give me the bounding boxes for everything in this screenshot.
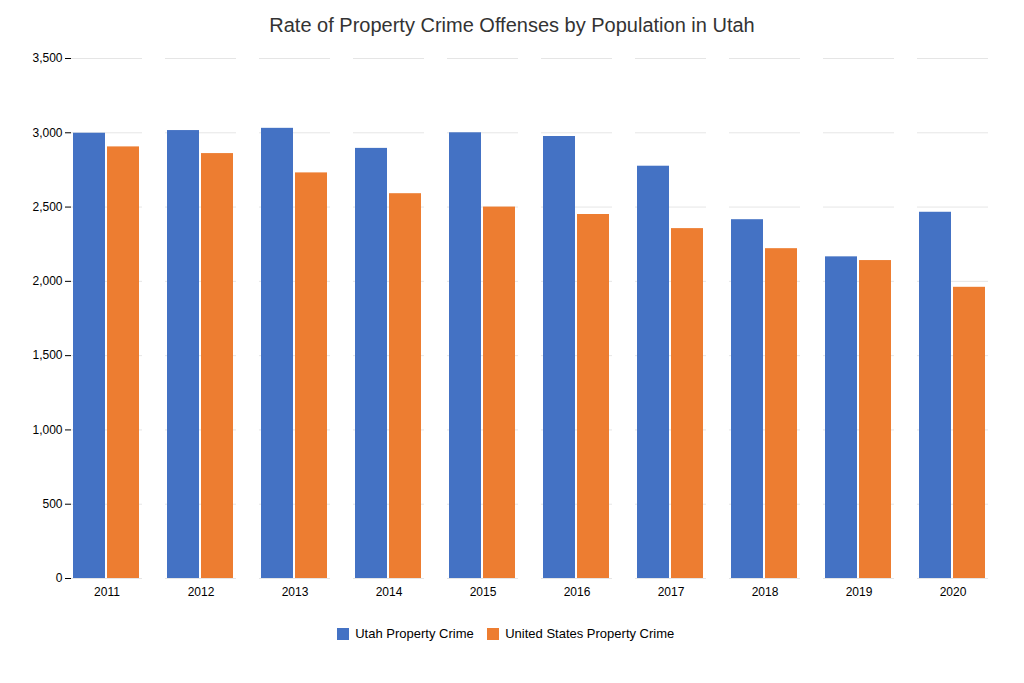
svg-text:2,000: 2,000: [32, 274, 62, 288]
svg-text:2015: 2015: [470, 585, 497, 599]
svg-text:1,000: 1,000: [32, 423, 62, 437]
svg-text:2012: 2012: [188, 585, 215, 599]
svg-text:500: 500: [42, 497, 62, 511]
svg-text:1,500: 1,500: [32, 348, 62, 362]
html-text:Rate of Property Crime Offense: Rate of Property Crime Offenses by Popul…: [269, 14, 755, 36]
svg-text:2019: 2019: [846, 585, 873, 599]
html-text:United States Property Crime: United States Property Crime: [505, 626, 675, 641]
svg-text:2011: 2011: [94, 585, 120, 599]
svg-text:2,500: 2,500: [32, 200, 62, 214]
svg-text:3,500: 3,500: [32, 51, 62, 65]
html-text:Utah Property Crime: Utah Property Crime: [355, 626, 474, 641]
svg-text:2014: 2014: [376, 585, 403, 599]
svg-text:2016: 2016: [564, 585, 591, 599]
svg-text:2020: 2020: [940, 585, 967, 599]
svg-text:0: 0: [56, 571, 63, 585]
svg-text:2013: 2013: [282, 585, 309, 599]
svg-text:2018: 2018: [752, 585, 779, 599]
svg-text:2017: 2017: [658, 585, 685, 599]
svg-text:3,000: 3,000: [32, 126, 62, 140]
